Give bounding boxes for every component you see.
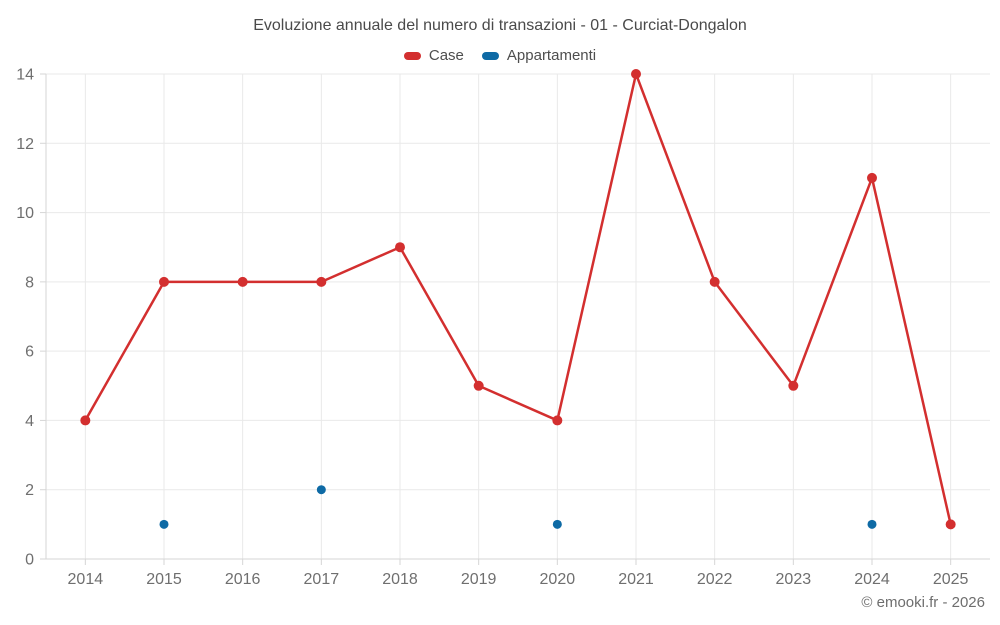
series-segment-case bbox=[556, 72, 638, 422]
x-tick-label: 2023 bbox=[776, 571, 812, 588]
data-point-case-2015[interactable] bbox=[159, 276, 169, 287]
data-point-case-2025[interactable] bbox=[945, 519, 956, 530]
legend-label-case: Case bbox=[428, 47, 464, 64]
data-point-case-2020[interactable] bbox=[552, 415, 563, 426]
y-tick-label: 12 bbox=[16, 136, 34, 153]
series-segment-case bbox=[398, 245, 480, 388]
y-tick-label: 10 bbox=[16, 205, 34, 222]
y-tick-label: 6 bbox=[25, 344, 34, 361]
x-tick-label: 2025 bbox=[933, 571, 969, 588]
y-tick-label: 14 bbox=[16, 67, 34, 84]
data-point-case-2016[interactable] bbox=[237, 276, 248, 287]
appartamenti-swatch-icon bbox=[481, 51, 499, 60]
legend-item-case[interactable]: Case bbox=[403, 47, 464, 64]
y-tick-label: 4 bbox=[25, 413, 34, 430]
copyright-credit: © emooki.fr - 2026 bbox=[861, 594, 985, 611]
data-point-case-2022[interactable] bbox=[709, 276, 720, 287]
data-point-appartamenti-2024[interactable] bbox=[867, 519, 877, 529]
data-point-case-2017[interactable] bbox=[316, 276, 327, 287]
y-tick-label: 8 bbox=[25, 274, 34, 291]
x-tick-label: 2019 bbox=[461, 571, 497, 588]
x-tick-label: 2022 bbox=[697, 571, 733, 588]
data-point-case-2019[interactable] bbox=[473, 380, 484, 391]
series-segment-case bbox=[477, 384, 559, 422]
chart-legend: Case Appartamenti bbox=[0, 47, 1000, 64]
data-point-case-2021[interactable] bbox=[631, 69, 641, 79]
legend-label-appartamenti: Appartamenti bbox=[506, 47, 597, 64]
series-segment-case bbox=[634, 72, 716, 284]
y-tick-label: 2 bbox=[25, 482, 34, 499]
data-point-case-2014[interactable] bbox=[80, 415, 91, 426]
series-segment-case bbox=[713, 280, 795, 388]
x-tick-label: 2016 bbox=[225, 571, 261, 588]
data-point-case-2018[interactable] bbox=[395, 242, 405, 253]
series-segment-case bbox=[792, 176, 874, 388]
x-tick-label: 2020 bbox=[540, 571, 576, 588]
y-tick-label: 0 bbox=[25, 552, 34, 569]
x-tick-label: 2024 bbox=[854, 571, 890, 588]
data-point-appartamenti-2017[interactable] bbox=[316, 485, 326, 495]
data-point-case-2024[interactable] bbox=[867, 172, 877, 183]
series-segment-case bbox=[84, 280, 166, 422]
x-tick-label: 2017 bbox=[304, 571, 340, 588]
x-tick-label: 2021 bbox=[618, 571, 654, 588]
chart-title: Evoluzione annuale del numero di transaz… bbox=[253, 17, 747, 34]
series-segment-case bbox=[870, 176, 952, 526]
data-point-appartamenti-2015[interactable] bbox=[159, 519, 169, 529]
case-swatch-icon bbox=[403, 51, 421, 60]
x-tick-label: 2014 bbox=[68, 571, 104, 588]
data-point-case-2023[interactable] bbox=[788, 380, 799, 391]
series-segment-case bbox=[320, 245, 402, 284]
x-tick-label: 2015 bbox=[146, 571, 182, 588]
x-tick-label: 2018 bbox=[382, 571, 418, 588]
legend-item-appartamenti[interactable]: Appartamenti bbox=[481, 47, 597, 64]
data-point-appartamenti-2020[interactable] bbox=[552, 519, 562, 529]
